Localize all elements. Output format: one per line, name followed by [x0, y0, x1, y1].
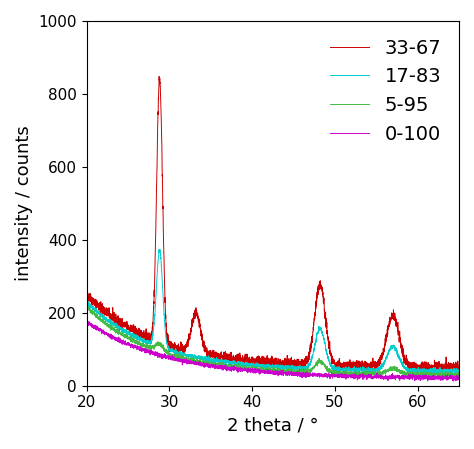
Line: 17-83: 17-83 — [87, 249, 459, 374]
5-95 — [449, 372, 455, 377]
17-83 — [157, 247, 163, 252]
17-83 — [445, 371, 450, 377]
0-100 — [148, 348, 154, 353]
5-95 — [148, 345, 154, 350]
0-100 — [456, 376, 462, 382]
33-67 — [456, 365, 462, 370]
0-100 — [450, 379, 456, 384]
33-67 — [450, 372, 456, 378]
17-83 — [456, 370, 462, 375]
Line: 0-100: 0-100 — [87, 321, 459, 381]
5-95 — [84, 306, 90, 311]
0-100 — [84, 318, 90, 323]
0-100 — [449, 374, 455, 379]
5-95 — [86, 304, 91, 309]
Line: 33-67: 33-67 — [87, 76, 459, 375]
Y-axis label: intensity / counts: intensity / counts — [15, 125, 33, 281]
33-67 — [409, 362, 415, 368]
33-67 — [449, 365, 455, 371]
17-83 — [84, 301, 90, 307]
0-100 — [84, 318, 90, 324]
17-83 — [243, 363, 249, 369]
17-83 — [409, 367, 415, 373]
33-67 — [148, 336, 154, 341]
0-100 — [409, 374, 415, 380]
X-axis label: 2 theta / °: 2 theta / ° — [227, 416, 319, 434]
17-83 — [127, 332, 132, 338]
5-95 — [243, 364, 249, 369]
33-67 — [243, 358, 249, 363]
0-100 — [127, 341, 132, 347]
5-95 — [127, 336, 132, 341]
5-95 — [227, 363, 232, 368]
5-95 — [409, 370, 415, 375]
33-67 — [127, 325, 132, 330]
0-100 — [227, 367, 232, 372]
33-67 — [156, 74, 162, 79]
Legend: 33-67, 17-83, 5-95, 0-100: 33-67, 17-83, 5-95, 0-100 — [323, 31, 449, 151]
17-83 — [227, 358, 232, 364]
5-95 — [357, 375, 363, 380]
33-67 — [84, 291, 90, 296]
17-83 — [148, 338, 154, 343]
5-95 — [456, 371, 462, 376]
Line: 5-95: 5-95 — [87, 307, 459, 378]
17-83 — [449, 368, 455, 374]
0-100 — [243, 368, 249, 373]
33-67 — [227, 361, 232, 366]
